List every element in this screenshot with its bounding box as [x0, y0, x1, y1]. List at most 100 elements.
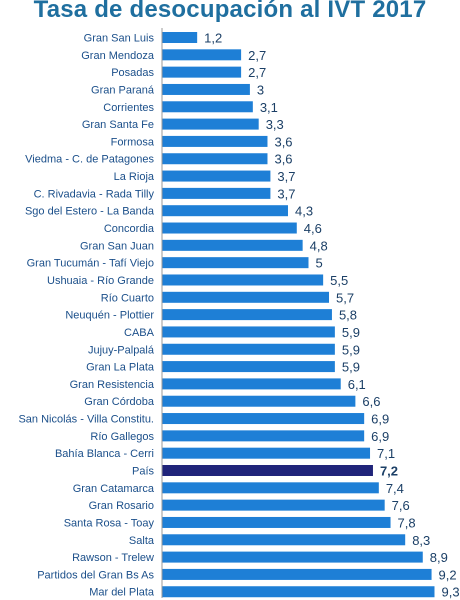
category-label: Bahía Blanca - Cerri [55, 448, 154, 460]
value-label: 6,6 [362, 394, 380, 409]
bar-9 [162, 187, 271, 199]
bars-layer [162, 32, 435, 598]
value-label: 6,9 [371, 429, 389, 444]
bar-13 [162, 257, 309, 269]
bar-23 [162, 430, 365, 442]
value-label: 3,7 [277, 169, 295, 184]
category-label: Gran Santa Fe [82, 119, 154, 131]
bar-17 [162, 326, 335, 338]
value-label: 7,8 [398, 515, 416, 530]
category-label: País [132, 466, 155, 478]
category-label: Formosa [111, 136, 155, 148]
value-label: 5,5 [330, 273, 348, 288]
bar-27 [162, 499, 385, 511]
value-label: 1,2 [204, 31, 222, 46]
category-label: Gran Córdoba [84, 396, 155, 408]
category-label: Gran Mendoza [81, 50, 155, 62]
value-label: 9,2 [439, 567, 457, 582]
value-label: 8,3 [412, 533, 430, 548]
category-label: Neuquén - Plottier [65, 310, 154, 322]
value-label: 2,7 [248, 48, 266, 63]
value-label: 6,1 [348, 377, 366, 392]
value-label: 3 [257, 82, 264, 97]
category-label: Gran Paraná [91, 84, 155, 96]
category-label: Salta [129, 535, 155, 547]
bar-12 [162, 239, 303, 251]
value-label: 4,6 [304, 221, 322, 236]
bar-25 [162, 465, 373, 476]
bar-19 [162, 361, 335, 373]
value-label: 6,9 [371, 412, 389, 427]
category-label: Gran Catamarca [73, 483, 155, 495]
category-label: Corrientes [103, 102, 154, 114]
category-label: Rawson - Trelew [72, 552, 154, 564]
bar-5 [162, 118, 259, 130]
value-label: 3,1 [260, 100, 278, 115]
category-label: Río Cuarto [101, 292, 154, 304]
bar-3 [162, 83, 250, 95]
value-label: 5,8 [339, 308, 357, 323]
bar-15 [162, 291, 330, 303]
value-label: 5 [316, 256, 323, 271]
bar-0 [162, 32, 198, 43]
value-label: 7,1 [377, 446, 395, 461]
category-label: Gran La Plata [86, 362, 155, 374]
category-label: Santa Rosa - Toay [64, 517, 155, 529]
value-label: 4,8 [310, 238, 328, 253]
value-label: 5,7 [336, 290, 354, 305]
category-label: Viedma - C. de Patagones [25, 154, 154, 166]
value-label: 7,6 [392, 498, 410, 513]
category-label: Concordia [104, 223, 155, 235]
bar-14 [162, 274, 324, 286]
category-label: Partidos del Gran Bs As [37, 569, 154, 581]
bar-11 [162, 222, 297, 234]
value-label: 3,6 [274, 134, 292, 149]
value-label: 2,7 [248, 65, 266, 80]
category-label: Gran Tucumán - Tafí Viejo [27, 258, 154, 270]
bar-20 [162, 378, 341, 390]
bar-26 [162, 482, 379, 494]
bar-7 [162, 153, 268, 165]
bar-16 [162, 309, 332, 321]
bar-4 [162, 101, 253, 113]
category-label: Sgo del Estero - La Banda [25, 206, 155, 218]
bar-28 [162, 516, 391, 528]
bar-24 [162, 447, 371, 459]
bar-32 [162, 586, 435, 598]
category-label: Gran San Luis [84, 33, 155, 45]
category-label: Gran San Juan [80, 240, 154, 252]
category-label: Jujuy-Palpalá [88, 344, 155, 356]
bar-6 [162, 135, 268, 147]
chart-title: Tasa de desocupación al IVT 2017 [33, 0, 427, 23]
bar-22 [162, 413, 365, 425]
category-label: Gran Rosario [89, 500, 154, 512]
value-label: 5,9 [342, 360, 360, 375]
bar-1 [162, 49, 242, 61]
value-label: 3,6 [274, 152, 292, 167]
bar-18 [162, 343, 335, 355]
bar-21 [162, 395, 356, 407]
bar-31 [162, 568, 432, 580]
category-label: Posadas [111, 67, 154, 79]
category-label: CABA [124, 327, 155, 339]
bar-29 [162, 534, 406, 546]
value-label: 4,3 [295, 204, 313, 219]
bar-30 [162, 551, 423, 563]
bar-10 [162, 205, 288, 217]
value-label: 8,9 [430, 550, 448, 565]
value-label: 7,2 [380, 464, 398, 479]
category-labels: Gran San Luis Gran Mendoza Posadas Gran Par… [18, 33, 154, 599]
value-labels: 1,22,72,733,13,33,63,63,73,74,34,64,855,… [204, 31, 459, 600]
category-label: Río Gallegos [90, 431, 154, 443]
value-label: 3,7 [277, 186, 295, 201]
category-label: San Nicolás - Villa Constitu. [18, 414, 154, 426]
bar-8 [162, 170, 271, 182]
value-label: 7,4 [386, 481, 404, 496]
category-label: Mar del Plata [89, 587, 155, 599]
value-label: 5,9 [342, 325, 360, 340]
category-label: La Rioja [114, 171, 155, 183]
value-label: 9,3 [441, 585, 459, 600]
value-label: 3,3 [266, 117, 284, 132]
category-label: Ushuaia - Río Grande [47, 275, 154, 287]
